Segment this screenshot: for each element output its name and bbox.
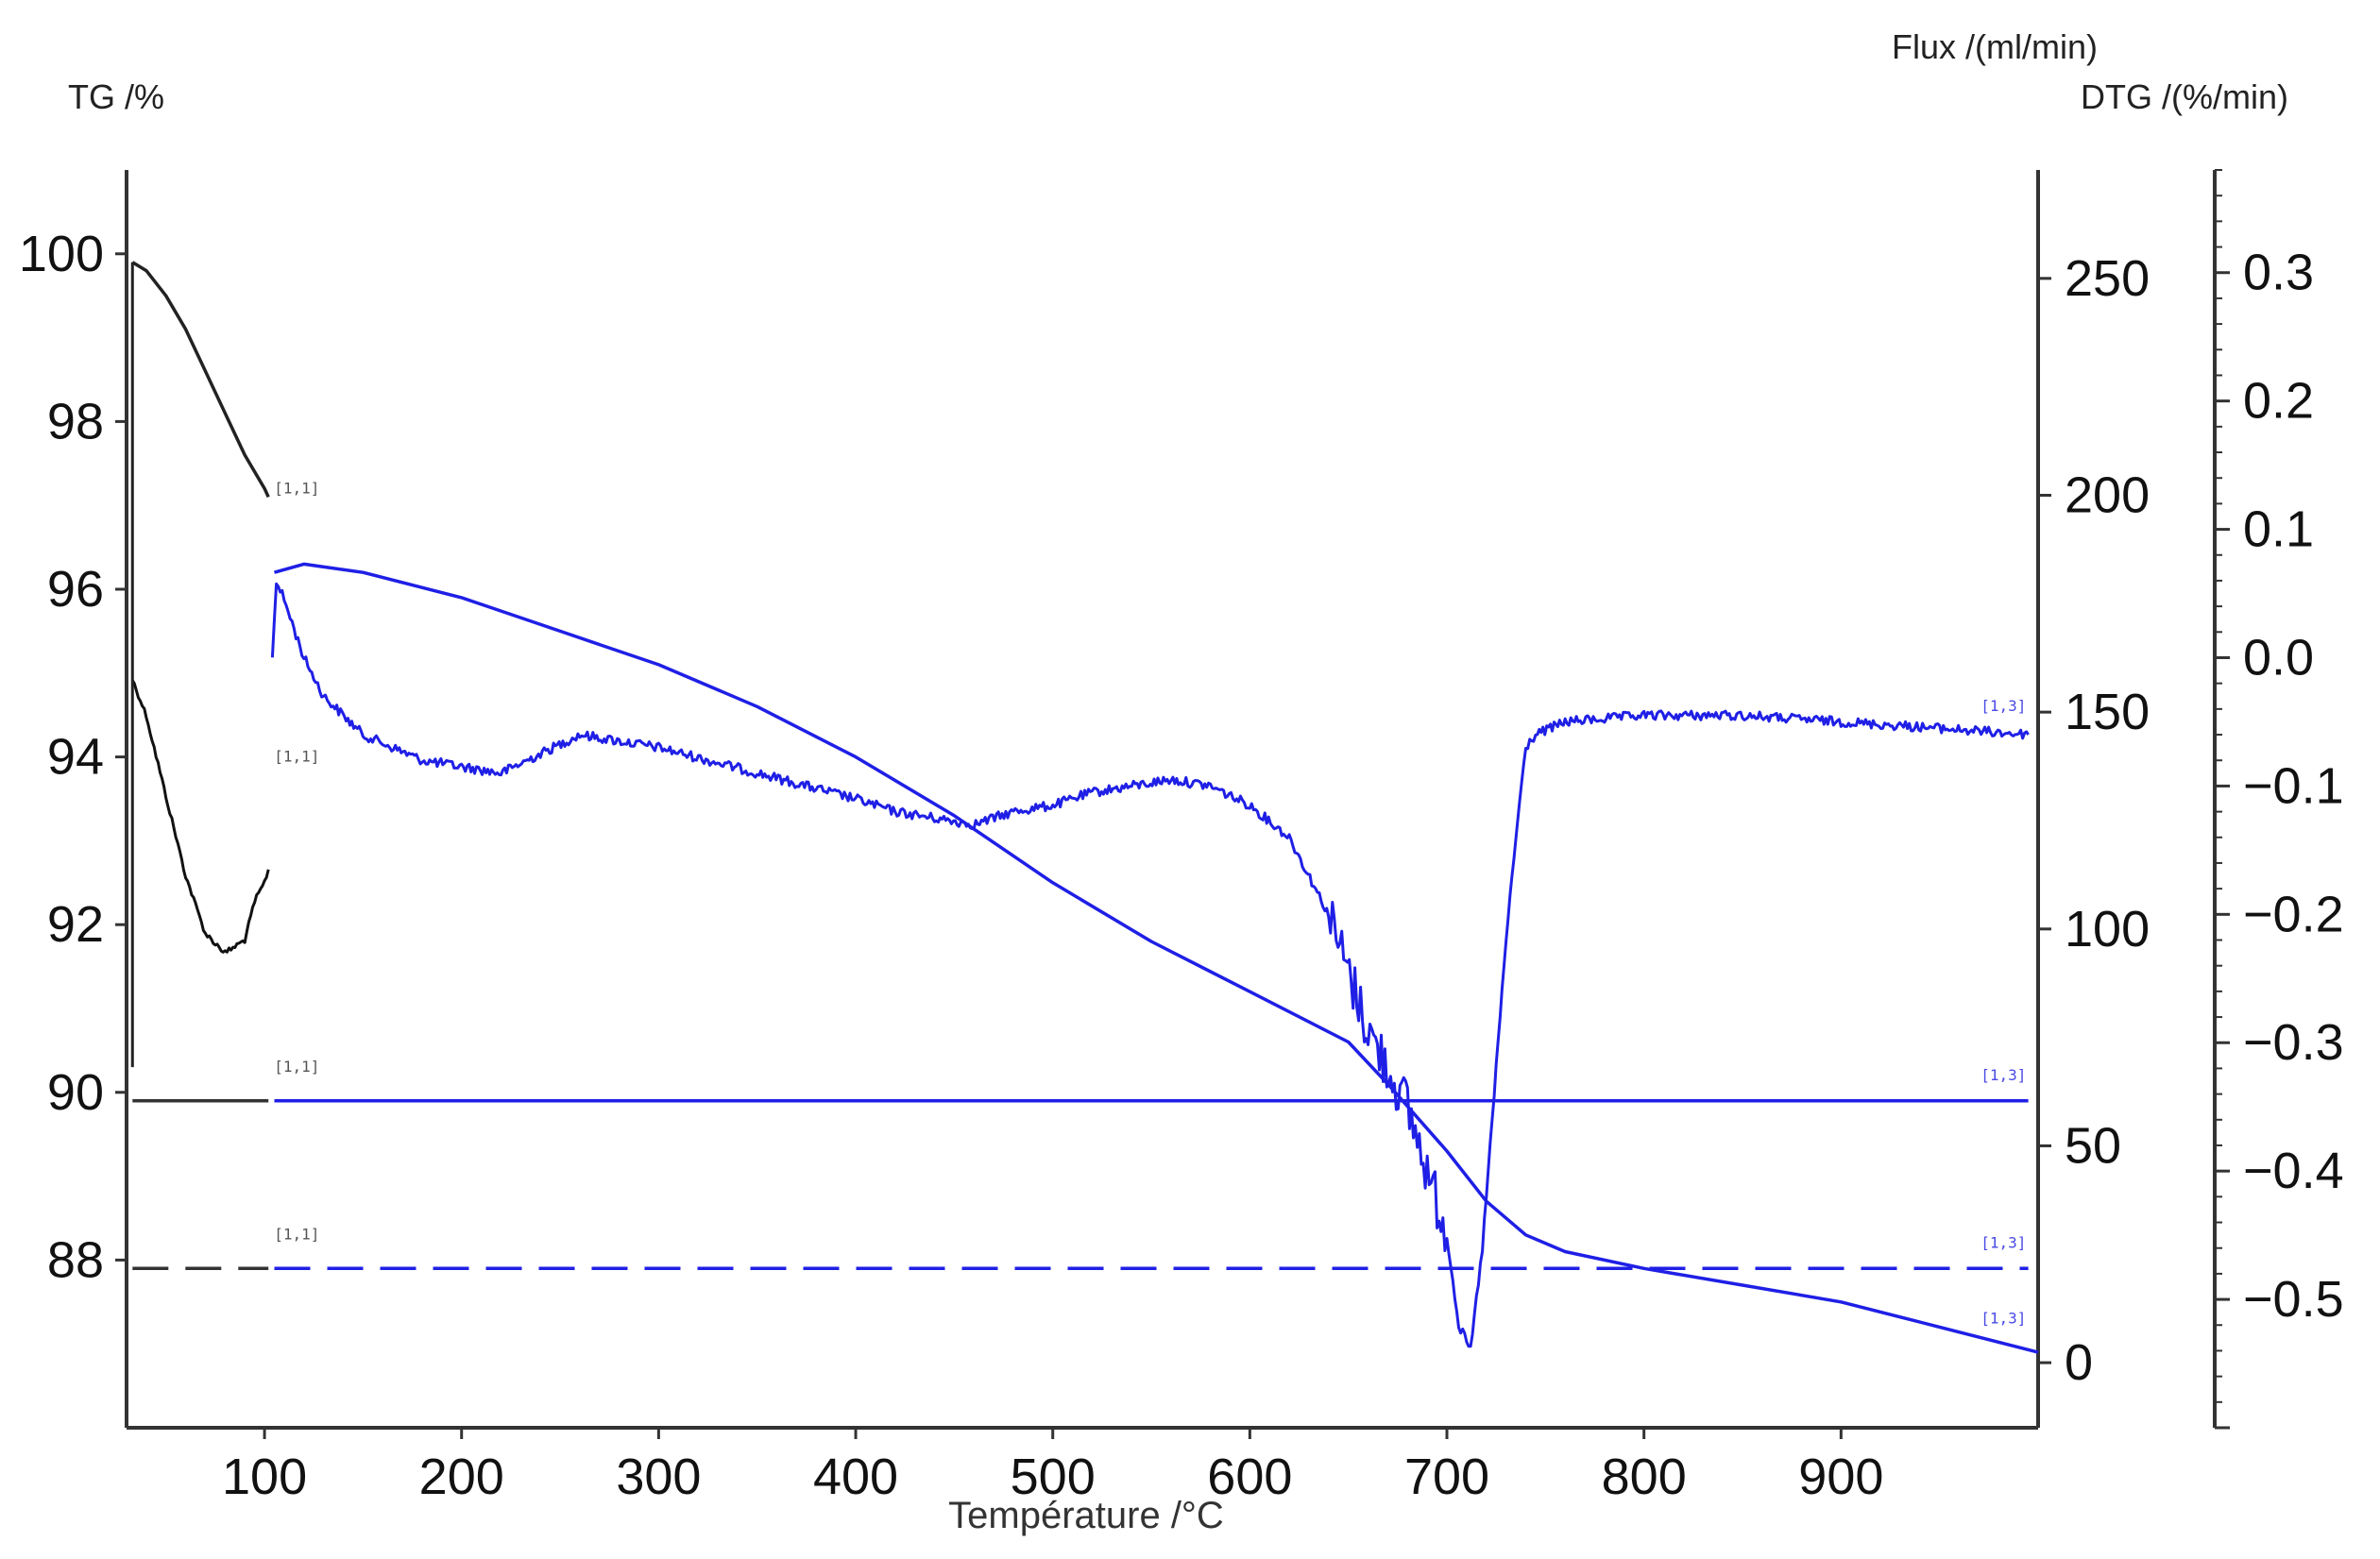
- ticks-layer: 100 200 300 400 500 600 700 800 9001009896949290…: [19, 169, 2344, 1505]
- x-tick-label: 400: [813, 1449, 898, 1505]
- marker-label: [1,3]: [1980, 1234, 2026, 1252]
- marker-label: [1,3]: [1980, 1309, 2026, 1327]
- marker-label: [1,1]: [274, 1226, 319, 1244]
- dtg-tick-label: 0.3: [2243, 245, 2314, 301]
- tg-tick-label: 88: [47, 1231, 104, 1288]
- dtg-tick-label: −0.5: [2243, 1271, 2344, 1328]
- marker-label: [1,1]: [274, 747, 319, 765]
- x-tick-label: 200: [419, 1449, 504, 1505]
- flux-tick-label: 150: [2065, 684, 2150, 740]
- series-line-0: [131, 261, 270, 499]
- marker-label: [1,3]: [1980, 697, 2026, 715]
- tg-tick-label: 92: [47, 896, 104, 953]
- x-tick-label: 300: [616, 1449, 701, 1505]
- dtg-tick-label: −0.1: [2243, 757, 2344, 814]
- tg-tick-label: 96: [47, 561, 104, 618]
- x-tick-label: 700: [1404, 1449, 1489, 1505]
- flux-tick-label: 0: [2065, 1334, 2093, 1391]
- dtg-tick-label: 0.0: [2243, 629, 2314, 686]
- series-line-1: [131, 679, 270, 954]
- dtg-tick-label: 0.2: [2243, 373, 2314, 430]
- flux-tick-label: 100: [2065, 901, 2150, 957]
- tg-tick-label: 94: [47, 729, 104, 786]
- plot-frame: [125, 170, 2217, 1430]
- x-axis-title: Température /°C: [948, 1495, 1224, 1536]
- marker-labels-layer: [1,1] [1,1] [1,1] [1,1] [1,3] [1,3] [1,3] [1,3]: [274, 479, 2026, 1327]
- flux-tick-label: 250: [2065, 250, 2150, 307]
- marker-label: [1,1]: [274, 1058, 319, 1076]
- x-tick-label: 900: [1798, 1449, 1883, 1505]
- flux-tick-label: 50: [2065, 1117, 2121, 1174]
- series-line-4: [274, 562, 2039, 1354]
- x-tick-label: 500: [1011, 1449, 1096, 1505]
- flux-axis-title: Flux /(ml/min): [1892, 27, 2098, 66]
- dtg-axis-title: DTG /(%/min): [2081, 77, 2288, 116]
- dtg-tick-label: 0.1: [2243, 501, 2314, 558]
- tg-axis-title: TG /%: [68, 77, 164, 116]
- tg-tick-label: 98: [47, 393, 104, 449]
- x-tick-label: 100: [222, 1449, 307, 1505]
- x-tick-label: 800: [1602, 1449, 1687, 1505]
- dtg-tick-label: −0.4: [2243, 1143, 2344, 1199]
- dtg-tick-label: −0.3: [2243, 1014, 2344, 1071]
- tg-tick-label: 100: [19, 226, 104, 282]
- marker-label: [1,1]: [274, 479, 319, 497]
- dtg-tick-label: −0.2: [2243, 886, 2344, 942]
- series-layer: [130, 261, 2039, 1354]
- series-line-5: [270, 582, 2030, 1348]
- flux-tick-label: 200: [2065, 466, 2150, 523]
- tg-tick-label: 90: [47, 1064, 104, 1121]
- x-tick-label: 600: [1207, 1449, 1292, 1505]
- marker-label: [1,3]: [1980, 1066, 2026, 1084]
